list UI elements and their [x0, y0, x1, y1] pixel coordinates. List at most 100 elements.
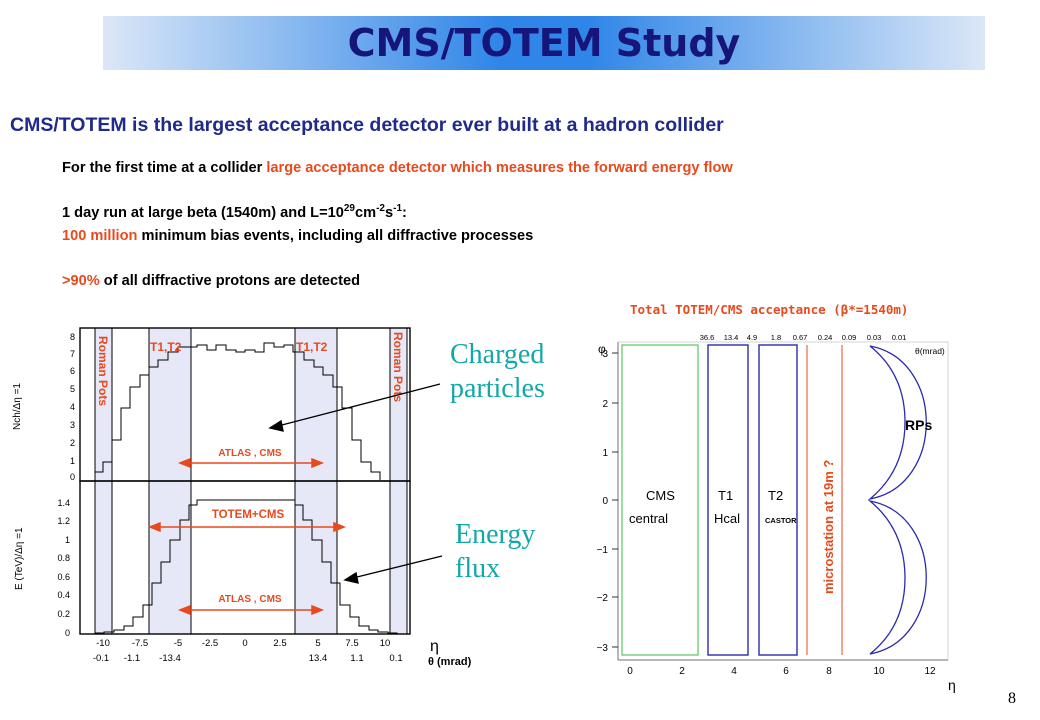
charged-line1: Charged — [450, 339, 545, 370]
cms-central-box — [621, 344, 699, 656]
bottom-ytick-6: 1.2 — [57, 516, 70, 526]
xtick-1: -7.5 — [132, 638, 148, 649]
paragraph-highlight: large acceptance detector which measures… — [266, 160, 733, 176]
headline: CMS/TOTEM is the largest acceptance dete… — [10, 114, 724, 136]
r-xtick-12: 12 — [924, 666, 936, 677]
charged-line2: particles — [450, 373, 545, 404]
atlas-cms-bottom-label: ATLAS , CMS — [218, 594, 281, 605]
right-phi-axis: φ — [598, 342, 606, 356]
r-ytick-2: 2 — [602, 399, 608, 410]
theta-tick-0: -0.1 — [93, 653, 109, 664]
roman-pots-right-label: Roman Pots — [391, 332, 405, 402]
top-yticks: 0 1 2 3 4 5 6 7 8 — [70, 332, 75, 482]
top-ylabel: Nch/Δη =1 — [12, 383, 23, 430]
energy-pointer-arrow — [343, 555, 443, 584]
run-text-s: s — [384, 205, 394, 221]
t2-castor-box — [758, 344, 798, 656]
right-xticks: 0 2 4 6 8 10 12 — [627, 666, 936, 677]
r-top-tick-3: 1.8 — [771, 333, 781, 342]
energy-histogram — [94, 499, 398, 634]
top-ytick-2: 2 — [70, 438, 75, 448]
cms-label: CMS — [646, 488, 675, 503]
bottom-ytick-4: 0.8 — [57, 553, 70, 563]
bottom-ytick-0: 0 — [65, 628, 70, 638]
top-ytick-5: 5 — [70, 384, 75, 394]
run-rest: minimum bias events, including all diffr… — [137, 228, 534, 244]
hcal-label: Hcal — [714, 511, 740, 526]
bottom-ylabel: E (TeV)/Δη =1 — [14, 527, 25, 590]
bottom-ytick-3: 0.6 — [57, 572, 70, 582]
right-top-ticks: 36.6 13.4 4.9 1.8 0.67 0.24 0.09 0.03 0.… — [700, 333, 907, 342]
r-top-tick-1: 13.4 — [724, 333, 739, 342]
paragraph-first-time: For the first time at a collider large a… — [62, 160, 733, 176]
r-xtick-0: 0 — [627, 666, 633, 677]
t2-label: T2 — [768, 488, 783, 503]
t1-label: T1 — [718, 488, 733, 503]
r-top-tick-8: 0.01 — [892, 333, 907, 342]
theta-tick-5: 0.1 — [389, 653, 402, 664]
top-ytick-6: 6 — [70, 366, 75, 376]
r-xtick-8: 8 — [826, 666, 832, 677]
rp-acceptance-lower — [867, 499, 927, 655]
theta-tick-1: -1.1 — [124, 653, 140, 664]
top-ytick-3: 3 — [70, 420, 75, 430]
top-ytick-8: 8 — [70, 332, 75, 342]
xtick-8: 10 — [380, 638, 391, 649]
run-text-colon: : — [402, 205, 407, 221]
right-ytick-marks — [612, 352, 618, 648]
right-frame — [617, 341, 949, 661]
totem-cms-arrow — [147, 521, 347, 533]
acceptance-title: Total TOTEM/CMS acceptance (β*=1540m) — [630, 302, 909, 317]
bottom-yticks: 0 0.2 0.4 0.6 0.8 1 1.2 1.4 — [57, 498, 70, 638]
bottom-ytick-1: 0.2 — [57, 609, 70, 619]
eta-label: η — [430, 638, 439, 655]
r-top-tick-4: 0.67 — [793, 333, 808, 342]
central-label: central — [629, 511, 668, 526]
theta-label: θ (mrad) — [428, 656, 472, 668]
atlas-cms-arrow-top — [177, 457, 325, 469]
r-top-tick-5: 0.24 — [818, 333, 833, 342]
theta-tick-3: 13.4 — [309, 653, 328, 664]
r-xtick-2: 2 — [679, 666, 685, 677]
r-ytick-m1: −1 — [597, 545, 609, 556]
r-top-tick-6: 0.09 — [842, 333, 857, 342]
bottom-ytick-5: 1 — [65, 535, 70, 545]
bottom-ytick-2: 0.4 — [57, 590, 70, 600]
page-number: 8 — [1008, 690, 1016, 707]
left-xticks: -10 -7.5 -5 -2.5 0 2.5 5 7.5 10 — [96, 638, 390, 649]
title-bar: CMS/TOTEM Study — [103, 16, 985, 70]
top-ytick-0: 0 — [70, 472, 75, 482]
t1t2-right-label: T1,T2 — [296, 340, 328, 354]
protons-rest: of all diffractive protons are detected — [99, 273, 361, 289]
r-xtick-4: 4 — [731, 666, 737, 677]
rp-acceptance-upper — [867, 345, 927, 501]
theta-tick-2: -13.4 — [159, 653, 181, 664]
run-sup-1: -1 — [393, 203, 403, 214]
rps-label: RPs — [905, 417, 932, 433]
atlas-cms-top-label: ATLAS , CMS — [218, 448, 281, 459]
xtick-6: 5 — [315, 638, 320, 649]
r-ytick-m3: −3 — [597, 643, 609, 654]
xtick-7: 7.5 — [345, 638, 358, 649]
run-sup-29: 29 — [343, 203, 355, 214]
top-ytick-7: 7 — [70, 349, 75, 359]
t1t2-left-label: T1,T2 — [150, 340, 182, 354]
r-ytick-1: 1 — [602, 448, 608, 459]
xtick-4: 0 — [242, 638, 247, 649]
theta-tick-4: 1.1 — [350, 653, 363, 664]
theta-ticks: -0.1 -1.1 -13.4 13.4 1.1 0.1 — [93, 653, 403, 664]
roman-pots-left-label: Roman Pots — [96, 336, 110, 406]
r-top-tick-2: 4.9 — [747, 333, 757, 342]
paragraph-run-line1: 1 day run at large beta (1540m) and L=10… — [62, 203, 407, 222]
top-ytick-4: 4 — [70, 402, 75, 412]
r-ytick-m2: −2 — [597, 593, 609, 604]
atlas-cms-arrow-bottom — [177, 604, 325, 616]
energy-line1: Energy — [455, 519, 536, 550]
protons-highlight: >90% — [62, 273, 100, 289]
right-eta-axis: η — [948, 677, 956, 693]
energy-line2: flux — [455, 553, 501, 584]
r-ytick-0: 0 — [602, 496, 608, 507]
